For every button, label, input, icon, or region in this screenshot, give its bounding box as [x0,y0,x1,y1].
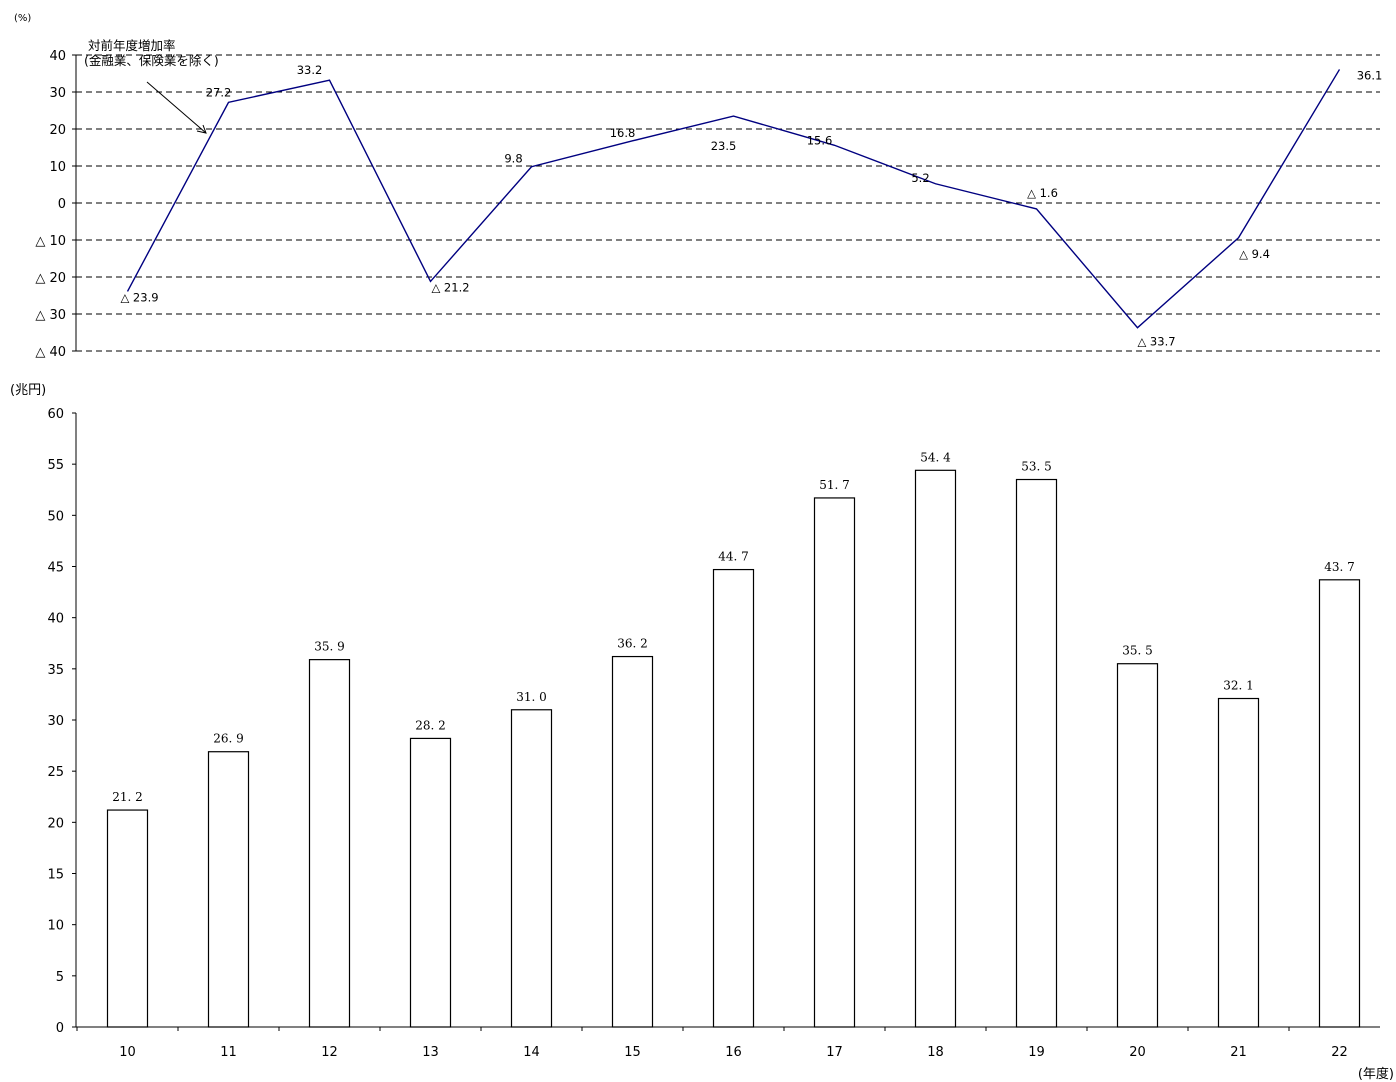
bar-x-tick-label: 20 [1129,1045,1146,1060]
bar-y-tick-label: 0 [56,1021,64,1036]
bar-y-tick-label: 45 [47,561,64,576]
bar-y-tick-label: 15 [47,868,64,883]
bar [1318,579,1361,1028]
bar [510,709,553,1028]
bar [813,497,856,1028]
bar-data-label: 51. 7 [819,478,850,492]
bar-x-tick-label: 12 [321,1045,338,1060]
line-data-label: △ 21.2 [431,280,469,294]
bar-data-label: 31. 0 [516,690,547,704]
line-y-tick-label: △ 40 [35,345,66,360]
bar-data-label: 28. 2 [415,718,446,732]
bar-x-tick-label: 22 [1331,1045,1348,1060]
bar-data-label: 53. 5 [1021,460,1052,474]
line-data-label: 5.2 [911,171,929,185]
line-y-tick-label: 0 [58,197,66,212]
bar-x-tick-label: 13 [422,1045,439,1060]
line-data-label: △ 23.9 [120,290,158,304]
line-data-label: △ 9.4 [1239,247,1270,261]
bar-y-tick-label: 50 [47,509,64,524]
line-y-tick-label: 10 [49,160,66,175]
line-data-label: 36.1 [1357,68,1383,82]
bar-data-label: 54. 4 [920,450,951,464]
bar-y-tick-label: 30 [47,714,64,729]
bar-x-tick-label: 15 [624,1045,641,1060]
line-data-label: 33.2 [297,63,323,77]
bar-data-label: 21. 2 [112,790,143,804]
line-data-label: 27.2 [206,85,232,99]
bar-x-tick-label: 10 [119,1045,136,1060]
line-series-path [126,69,1341,329]
bar-data-label: 43. 7 [1324,560,1355,574]
bar-x-unit: (年度) [1358,1066,1394,1082]
bar-y-tick-label: 10 [47,919,64,934]
line-y-tick-label: 30 [49,86,66,101]
line-y-tick-label: △ 30 [35,308,66,323]
bar-data-label: 36. 2 [617,637,648,651]
bar-data-label: 44. 7 [718,550,749,564]
bar [207,751,250,1028]
bar-x-tick-label: 19 [1028,1045,1045,1060]
bar-data-label: 35. 5 [1122,644,1153,658]
line-data-label: 23.5 [711,139,737,153]
bar-y-tick-label: 55 [47,458,64,473]
bar-x-tick-label: 21 [1230,1045,1247,1060]
bar [712,568,755,1028]
bar [1015,478,1058,1028]
line-annotation-title: 対前年度増加率 [88,38,176,53]
line-data-label: △ 33.7 [1137,335,1175,349]
bar-x-tick-label: 11 [220,1045,237,1060]
line-data-label: 9.8 [504,152,522,166]
line-y-tick-label: 20 [49,123,66,138]
line-data-label: △ 1.6 [1027,186,1058,200]
bar-x-tick-label: 16 [725,1045,742,1060]
bar [106,809,149,1028]
annotation-arrow-head [196,124,207,134]
bar-y-tick-label: 20 [47,816,64,831]
bar [611,655,654,1028]
bar-x-tick-label: 17 [826,1045,843,1060]
bar [914,469,957,1028]
line-y-tick-label: 40 [49,49,66,64]
bar-data-label: 32. 1 [1223,679,1254,693]
bar-y-tick-label: 35 [47,663,64,678]
bar [308,659,351,1028]
line-data-label: 16.8 [610,126,636,140]
bar-y-unit: (兆円) [10,383,46,398]
bar-x-tick-label: 14 [523,1045,540,1060]
bar-y-tick-label: 60 [47,407,64,422]
line-annotation-subtitle: (金融業、保険業を除く) [84,53,219,68]
line-data-label: 15.6 [807,133,833,147]
line-y-tick-label: △ 10 [35,234,66,249]
bar-data-label: 26. 9 [213,732,244,746]
bar [1217,697,1260,1028]
bar [409,737,452,1028]
bar-data-label: 35. 9 [314,640,345,654]
bar-y-tick-label: 5 [56,970,64,985]
line-y-unit: (%) [14,13,31,24]
bar-x-tick-label: 18 [927,1045,944,1060]
bar-y-tick-label: 40 [47,612,64,627]
bar-y-tick-label: 25 [47,765,64,780]
bar [1116,663,1159,1028]
annotation-arrow-line [146,81,207,134]
line-y-tick-label: △ 20 [35,271,66,286]
